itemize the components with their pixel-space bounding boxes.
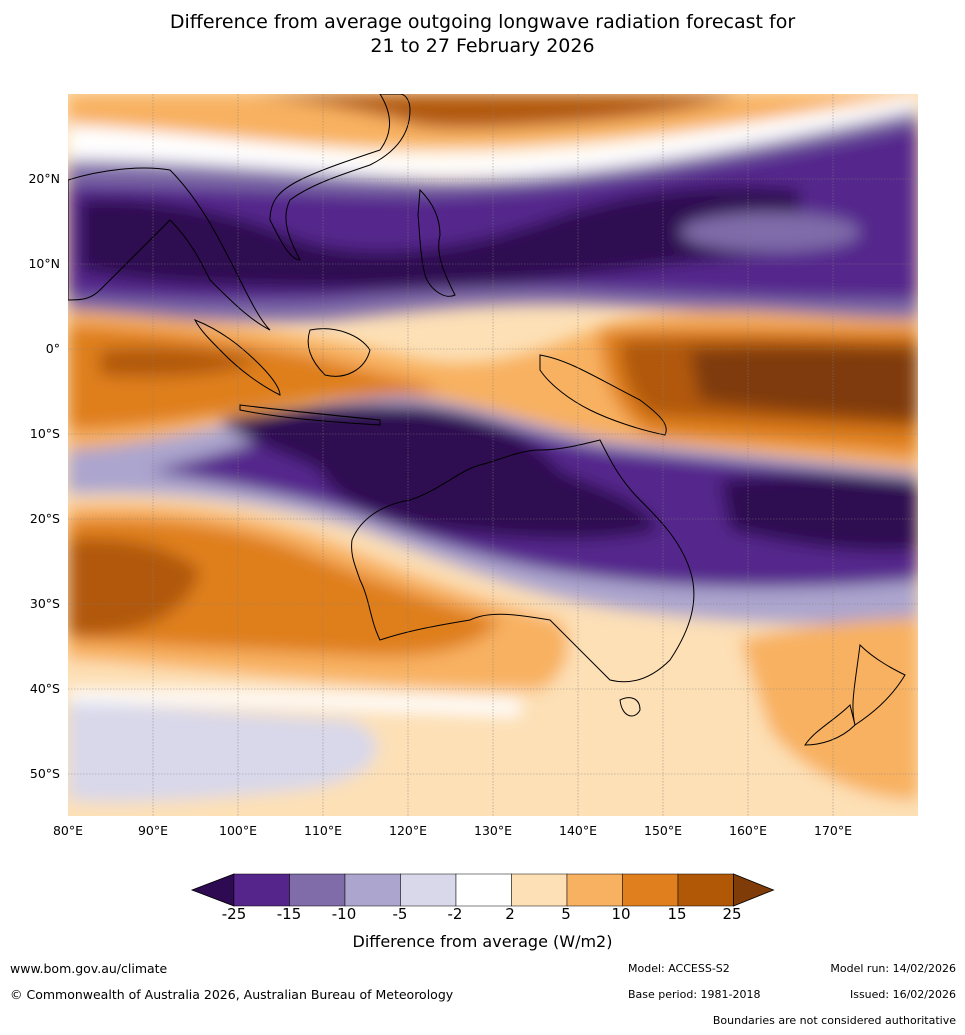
website-link[interactable]: www.bom.gov.au/climate <box>10 961 168 976</box>
colorbar-segment <box>511 873 568 907</box>
disclaimer-text: Boundaries are not considered authoritat… <box>712 1014 956 1027</box>
anomaly-strongest-negative-australia <box>220 404 660 540</box>
lon-label: 80°E <box>52 823 84 838</box>
lon-label: 140°E <box>558 823 598 838</box>
model-run-text: Model run: 14/02/2026 <box>830 962 956 975</box>
chart-title: Difference from average outgoing longwav… <box>0 10 965 58</box>
anomaly-positive-south-core <box>68 518 500 657</box>
philippines-outline <box>417 188 456 297</box>
lat-label: 50°S <box>29 766 60 781</box>
colorbar-tick: 10 <box>611 905 631 923</box>
colorbar-tick: 25 <box>722 905 742 923</box>
anomaly-neutral-south <box>68 690 520 716</box>
colorbar-segment <box>455 873 512 907</box>
colorbar-tick: 5 <box>561 905 571 923</box>
sumatra-outline <box>193 319 281 396</box>
anomaly-strongest-positive-pacific <box>690 347 918 420</box>
lat-label: 0° <box>45 341 60 356</box>
lat-label: 10°S <box>29 426 60 441</box>
colorbar-tick: -5 <box>392 905 408 923</box>
lon-label: 160°E <box>728 823 768 838</box>
east-asia-coast-outline <box>269 94 411 261</box>
lat-label: 20°S <box>29 511 60 526</box>
map-gridlines <box>68 94 918 816</box>
colorbar-segment <box>622 873 679 907</box>
lon-label: 120°E <box>388 823 428 838</box>
colorbar-tick: 15 <box>667 905 687 923</box>
tasmania-outline <box>619 697 641 717</box>
anomaly-strongest-negative-coral-sea <box>720 474 918 552</box>
title-line-1: Difference from average outgoing longwav… <box>169 11 796 33</box>
australia-outline <box>351 439 695 683</box>
colorbar-segment <box>289 873 346 907</box>
java-outline <box>239 404 381 426</box>
issued-text: Issued: 16/02/2026 <box>849 988 956 1001</box>
anomaly-strong-positive-north <box>250 94 740 129</box>
anomaly-weak-negative-pocket <box>680 212 860 252</box>
copyright-text: © Commonwealth of Australia 2026, Austra… <box>10 987 454 1002</box>
borneo-outline <box>307 328 371 377</box>
lon-label: 90°E <box>137 823 169 838</box>
lon-label: 110°E <box>303 823 343 838</box>
new-guinea-outline <box>539 354 667 436</box>
lon-label: 170°E <box>813 823 853 838</box>
lon-label: 130°E <box>473 823 513 838</box>
lat-label: 20°N <box>28 171 60 186</box>
colorbar-tick: -15 <box>276 905 302 923</box>
lat-label: 10°N <box>28 256 60 271</box>
colorbar-extend-low <box>190 873 235 907</box>
colorbar-label: Difference from average (W/m2) <box>352 932 613 951</box>
model-text: Model: ACCESS-S2 <box>628 962 730 975</box>
colorbar-segment <box>677 873 734 907</box>
base-period-text: Base period: 1981-2018 <box>628 988 761 1001</box>
colorbar-tick: -25 <box>221 905 247 923</box>
anomaly-weak-negative-southern-ocean <box>68 700 378 802</box>
lat-label: 40°S <box>29 681 60 696</box>
new-zealand-outline <box>804 643 906 746</box>
colorbar-segment <box>344 873 401 907</box>
anomaly-strongest-negative-north <box>80 186 800 289</box>
anomaly-strong-positive-indian <box>100 348 260 377</box>
title-line-2: 21 to 27 February 2026 <box>370 35 595 57</box>
indochina-india-outline <box>68 167 271 331</box>
colorbar-segment <box>400 873 457 907</box>
colorbar-segment <box>566 873 623 907</box>
anomaly-strong-positive-south <box>68 538 200 635</box>
colorbar-tick: 2 <box>505 905 515 923</box>
colorbar-tick: -2 <box>447 905 463 923</box>
colorbar-segment <box>233 873 290 907</box>
colorbar <box>190 873 775 907</box>
colorbar-tick: -10 <box>331 905 357 923</box>
coastlines <box>68 94 906 746</box>
lon-label: 150°E <box>643 823 683 838</box>
lat-label: 30°S <box>29 596 60 611</box>
anomaly-positive-tasman <box>740 618 918 800</box>
colorbar-extend-high <box>733 873 775 907</box>
lon-label: 100°E <box>218 823 258 838</box>
